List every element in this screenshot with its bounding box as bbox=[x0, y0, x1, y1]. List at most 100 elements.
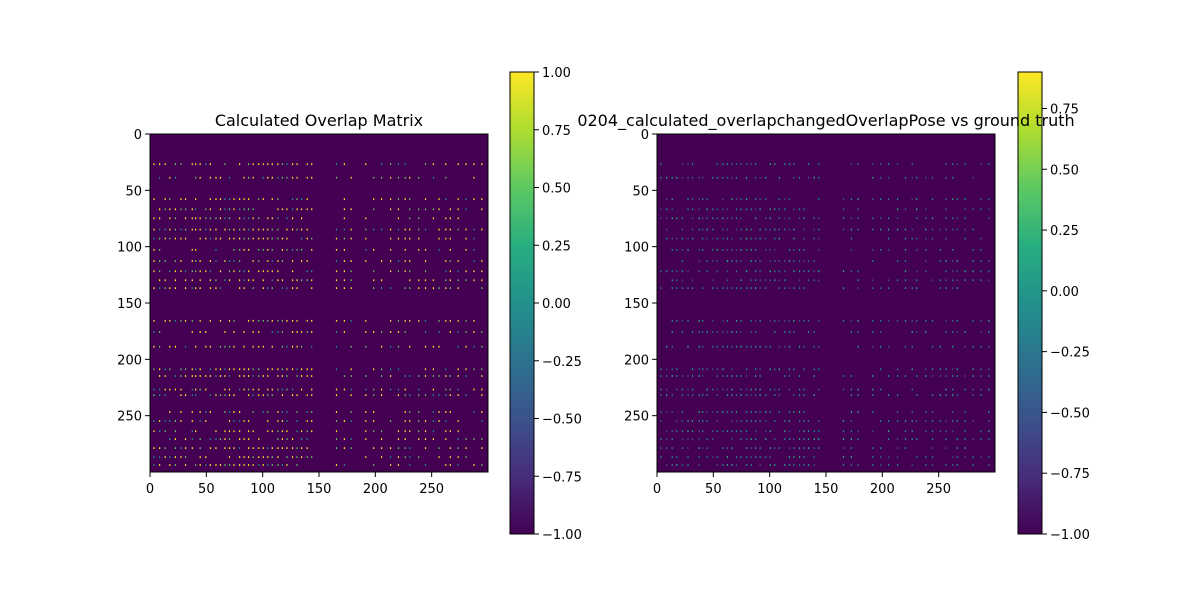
heatmap-cell bbox=[964, 456, 966, 459]
heatmap-cell bbox=[666, 388, 668, 391]
heatmap-cell bbox=[788, 163, 791, 166]
heatmap-cell bbox=[335, 447, 338, 450]
heatmap-cell bbox=[755, 388, 757, 391]
heatmap-cell bbox=[404, 163, 406, 166]
heatmap-cell bbox=[397, 228, 400, 231]
heatmap-cell bbox=[722, 430, 724, 433]
heatmap-cell bbox=[842, 375, 845, 377]
heatmap-cell bbox=[952, 388, 954, 391]
heatmap-cell bbox=[397, 388, 400, 391]
heatmap-cell bbox=[735, 228, 738, 231]
heatmap-cell bbox=[159, 430, 161, 433]
heatmap-cell bbox=[956, 456, 958, 459]
heatmap-cell bbox=[465, 208, 467, 211]
heatmap-cell bbox=[267, 163, 269, 166]
heatmap-cell bbox=[224, 208, 226, 211]
heatmap-cell bbox=[880, 287, 882, 290]
heatmap-cell bbox=[952, 319, 954, 322]
heatmap-cell bbox=[911, 228, 913, 231]
heatmap-cell bbox=[300, 208, 303, 211]
heatmap-cell bbox=[712, 176, 714, 179]
heatmap-cell bbox=[807, 319, 810, 322]
heatmap-cell bbox=[702, 375, 704, 377]
heatmap-cell bbox=[698, 447, 700, 450]
heatmap-cell bbox=[438, 319, 440, 322]
heatmap-cell bbox=[239, 217, 241, 220]
heatmap-cell bbox=[988, 345, 990, 348]
heatmap-cell bbox=[916, 217, 918, 220]
heatmap-cell bbox=[784, 430, 786, 433]
heatmap-cell bbox=[449, 375, 451, 377]
heatmap-cell bbox=[671, 208, 673, 211]
heatmap-cell bbox=[481, 411, 483, 413]
heatmap-cell bbox=[691, 438, 694, 440]
heatmap-cell bbox=[671, 287, 673, 290]
heatmap-cell bbox=[746, 411, 748, 413]
heatmap-cell bbox=[267, 248, 269, 251]
heatmap-cell bbox=[191, 394, 193, 397]
heatmap-cell bbox=[778, 279, 780, 282]
heatmap-cell bbox=[712, 438, 714, 440]
heatmap-cell bbox=[904, 237, 907, 240]
heatmap-cell bbox=[397, 237, 400, 240]
heatmap-cell bbox=[887, 345, 890, 348]
heatmap-cell bbox=[676, 270, 678, 273]
heatmap-cell bbox=[726, 228, 729, 231]
heatmap-cell bbox=[262, 228, 264, 231]
heatmap-cell bbox=[681, 279, 683, 282]
heatmap-cell bbox=[159, 420, 161, 422]
heatmap-cell bbox=[887, 217, 890, 220]
heatmap-cell bbox=[916, 279, 918, 282]
heatmap-cell bbox=[706, 198, 708, 201]
heatmap-cell bbox=[778, 217, 780, 220]
heatmap-cell bbox=[153, 237, 155, 240]
heatmap-cell bbox=[228, 411, 231, 413]
heatmap-cell bbox=[945, 176, 947, 179]
heatmap-cell bbox=[418, 438, 420, 440]
heatmap-cell bbox=[205, 331, 207, 333]
heatmap-cell bbox=[735, 319, 738, 322]
heatmap-cell bbox=[896, 208, 899, 211]
heatmap-cell bbox=[803, 456, 805, 459]
heatmap-cell bbox=[931, 394, 934, 397]
heatmap-cell bbox=[698, 438, 700, 440]
heatmap-cell bbox=[818, 345, 820, 348]
heatmap-cell bbox=[169, 388, 171, 391]
heatmap-cell bbox=[306, 411, 308, 413]
heatmap-cell bbox=[813, 464, 815, 466]
heatmap-cell bbox=[432, 368, 434, 371]
heatmap-cell bbox=[449, 388, 451, 391]
heatmap-cell bbox=[964, 270, 966, 273]
heatmap-cell bbox=[404, 331, 406, 333]
heatmap-cell bbox=[457, 456, 459, 459]
heatmap-cell bbox=[199, 287, 201, 290]
heatmap-cell bbox=[746, 248, 748, 251]
panel-left: Calculated Overlap Matrix 0 50 100 150 200 25… bbox=[117, 66, 582, 543]
heatmap-cell bbox=[788, 287, 791, 290]
heatmap-cell bbox=[389, 331, 392, 333]
heatmap-cell bbox=[397, 394, 400, 397]
heatmap-cell bbox=[473, 270, 475, 273]
heatmap-cell bbox=[712, 345, 714, 348]
heatmap-cell bbox=[925, 368, 927, 371]
heatmap-cell bbox=[296, 319, 298, 322]
heatmap-cell bbox=[153, 430, 155, 433]
heatmap-cell bbox=[896, 163, 899, 166]
heatmap-cell bbox=[746, 420, 748, 422]
heatmap-cell bbox=[931, 456, 934, 459]
heatmap-cell bbox=[219, 198, 222, 201]
heatmap-cell bbox=[872, 228, 874, 231]
heatmap-cell bbox=[335, 411, 338, 413]
heatmap-cell bbox=[698, 368, 700, 371]
heatmap-cell bbox=[880, 388, 882, 391]
heatmap-cell bbox=[716, 260, 718, 262]
heatmap-cell bbox=[896, 447, 899, 450]
heatmap-cell bbox=[343, 375, 345, 377]
heatmap-cell bbox=[373, 287, 375, 290]
heatmap-cell bbox=[945, 279, 947, 282]
heatmap-cell bbox=[774, 228, 776, 231]
heatmap-cell bbox=[153, 368, 155, 371]
heatmap-cell bbox=[252, 388, 254, 391]
heatmap-cell bbox=[759, 208, 761, 211]
heatmap-cell bbox=[706, 438, 708, 440]
